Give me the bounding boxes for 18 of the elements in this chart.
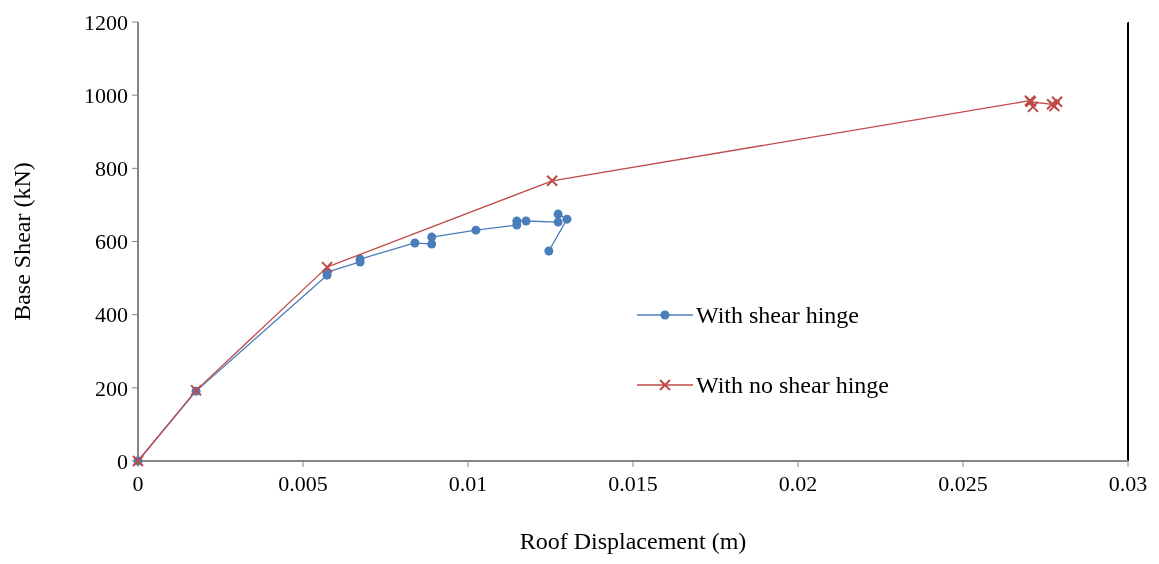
y-tick-label: 600: [95, 229, 128, 255]
x-tick-label: 0.02: [778, 471, 818, 496]
x-axis-title: Roof Displacement (m): [519, 528, 747, 554]
y-tick-label: 0: [117, 448, 128, 474]
y-tick-label: 1000: [84, 82, 128, 108]
x-tick-label: 0.03: [1108, 471, 1148, 496]
y-axis-title: Base Shear (kN): [9, 162, 35, 321]
y-tick-label: 200: [95, 375, 128, 401]
x-tick-label: 0.01: [448, 471, 488, 496]
x-tick-label: 0: [132, 471, 144, 496]
x-tick-label: 0.015: [608, 471, 658, 496]
x-tick-label: 0.025: [938, 471, 988, 496]
y-tick-label: 1200: [84, 9, 128, 35]
x-tick-label: 0.005: [278, 471, 328, 496]
legend-label: With shear hinge: [696, 302, 859, 329]
y-tick-label: 400: [95, 302, 128, 328]
y-tick-label: 800: [95, 156, 128, 182]
legend-label: With no shear hinge: [696, 372, 889, 399]
